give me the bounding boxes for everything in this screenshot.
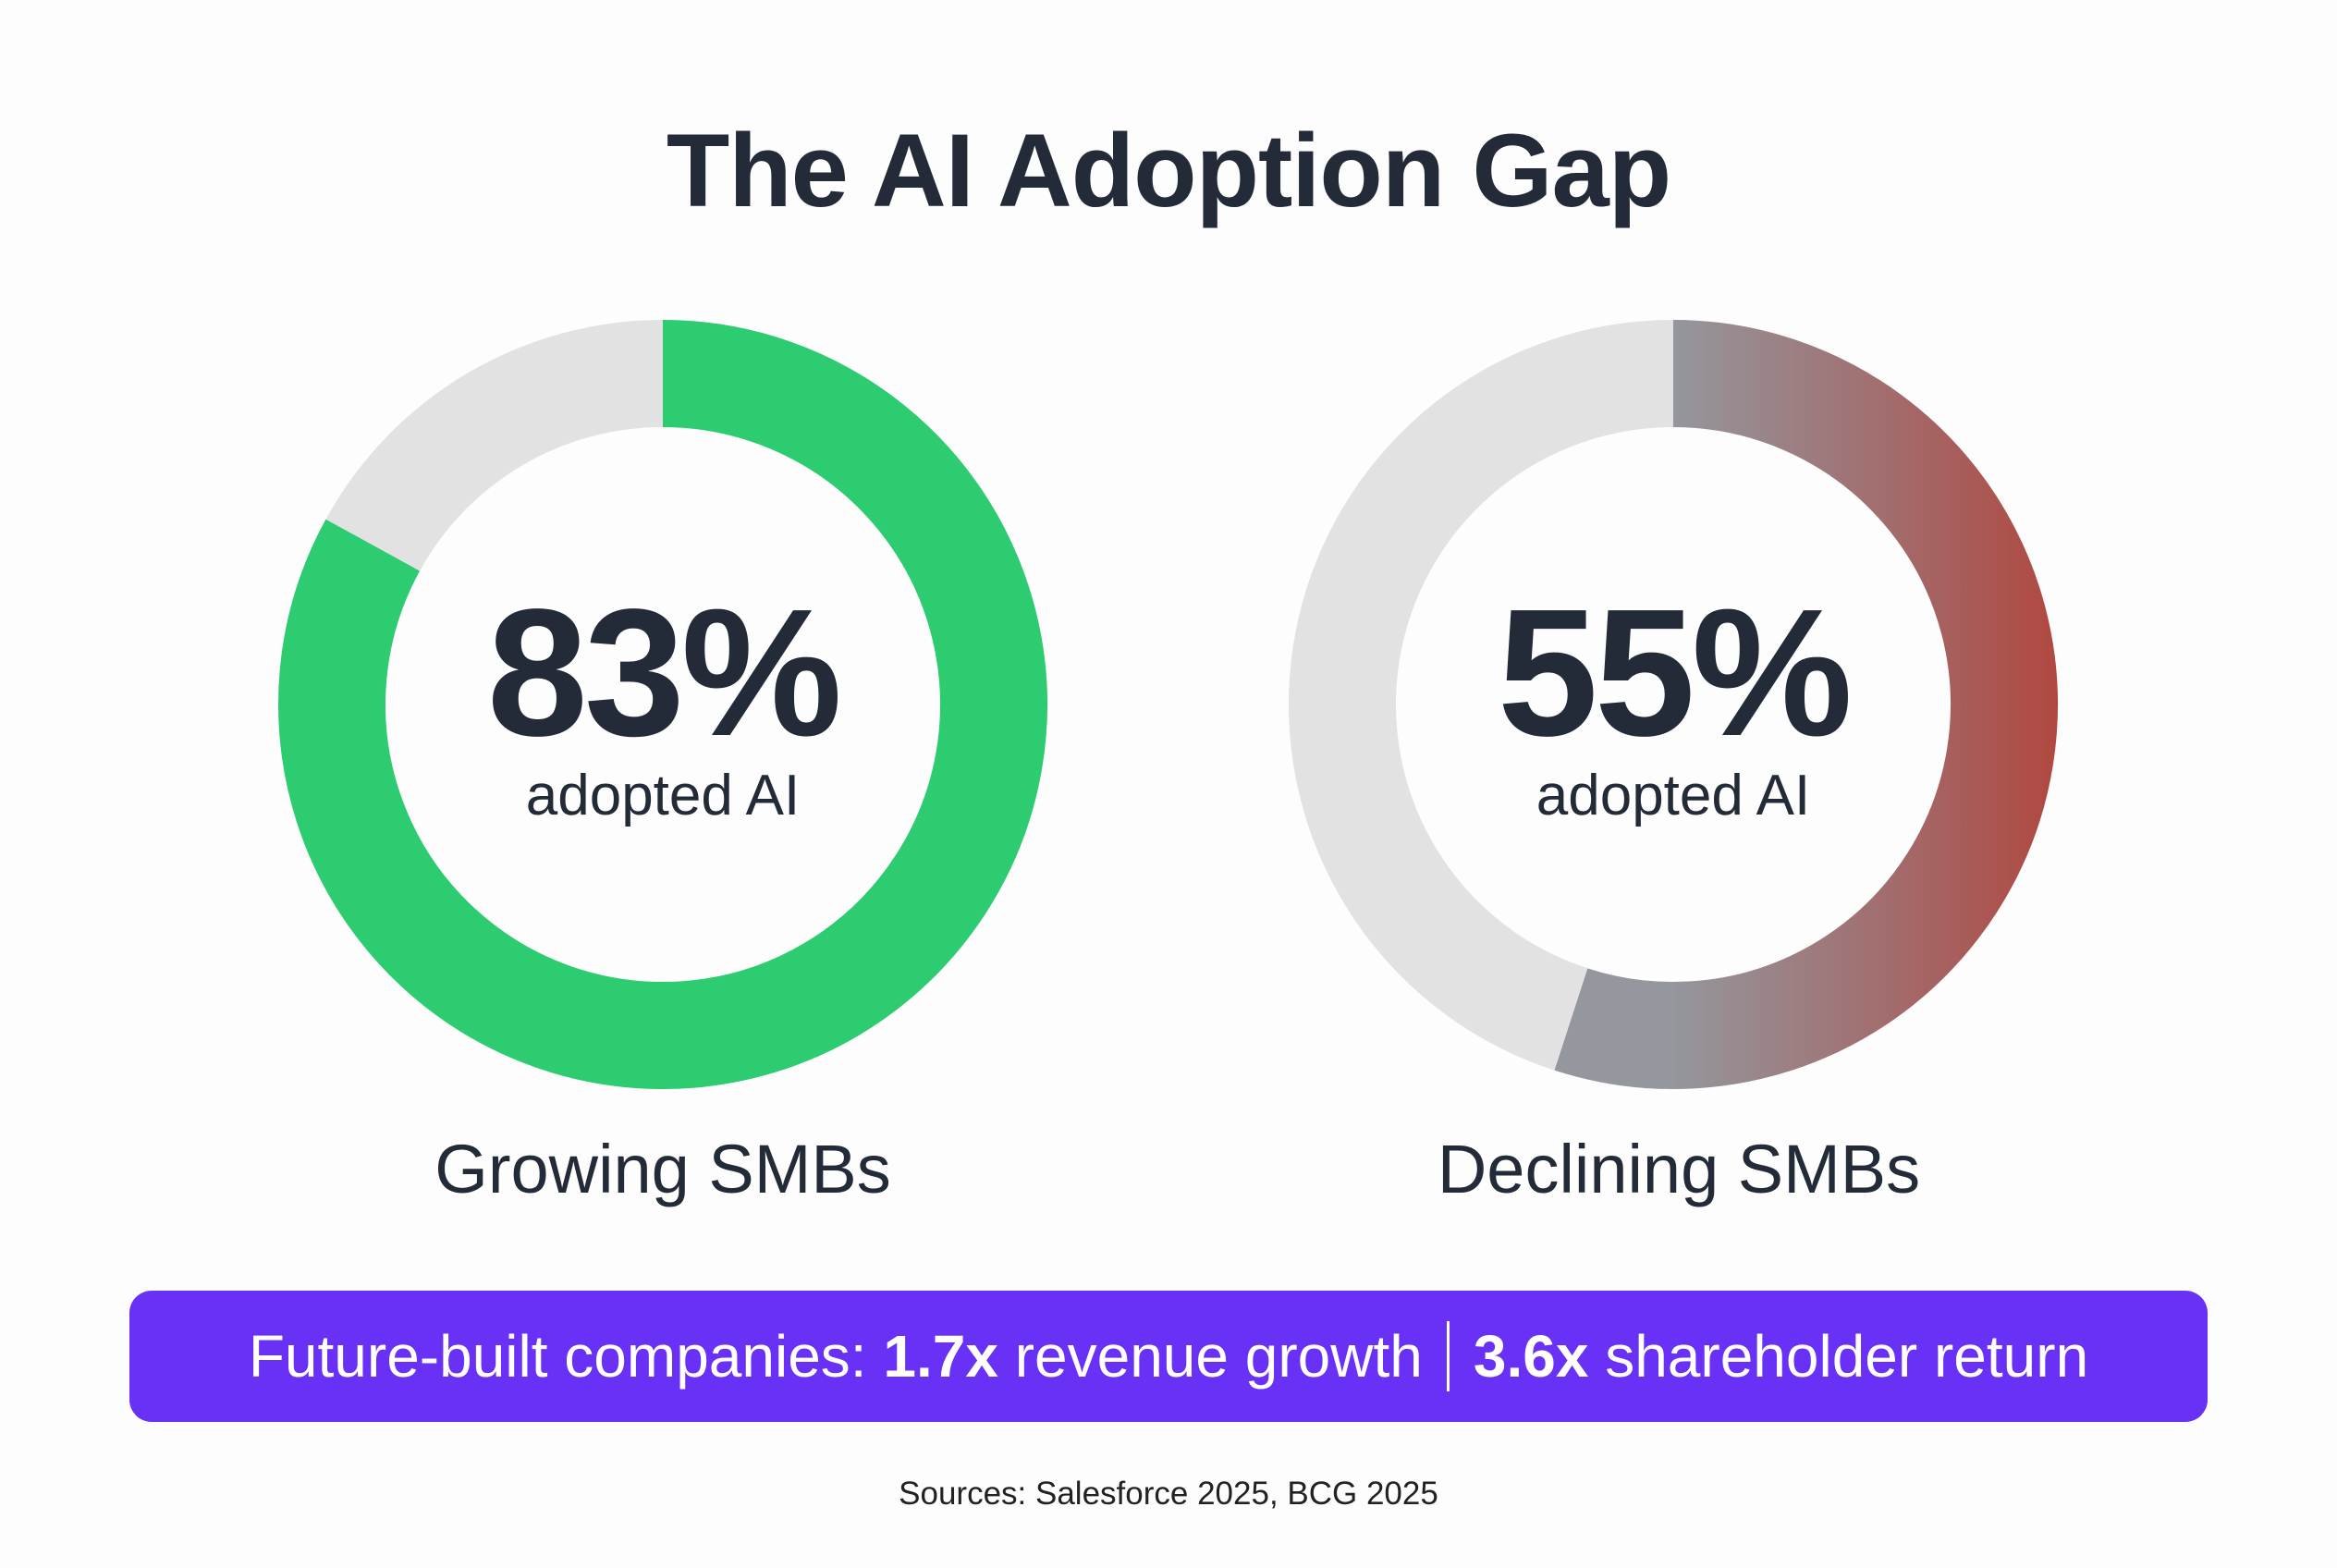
- donut-segment-adopted: [278, 320, 1047, 1089]
- donut-segment-adopted: [1554, 320, 2058, 1089]
- banner-stat-revenue: 1.7x: [883, 1323, 998, 1390]
- banner-divider: [1446, 1321, 1450, 1391]
- declining-caption: adopted AI: [1536, 764, 1811, 827]
- declining-percent: 55%: [1497, 571, 1853, 774]
- banner-stat-shareholder: 3.6x: [1473, 1323, 1589, 1390]
- declining-label: Declining SMBs: [1437, 1131, 1921, 1207]
- donut-growing: [278, 320, 1047, 1089]
- donut-declining: [1289, 320, 2058, 1089]
- growing-caption: adopted AI: [525, 764, 801, 827]
- donut-segment-remaining: [1289, 320, 1674, 1071]
- growing-percent: 83%: [486, 571, 842, 774]
- banner-prefix: Future-built companies:: [248, 1323, 884, 1390]
- banner-text-revenue: revenue growth: [997, 1323, 1423, 1390]
- banner-text-shareholder: shareholder return: [1588, 1323, 2089, 1390]
- donut-segment-remaining: [325, 320, 664, 572]
- growing-label: Growing SMBs: [434, 1131, 891, 1207]
- sources-note: Sources: Salesforce 2025, BCG 2025: [899, 1476, 1438, 1512]
- summary-banner: Future-built companies: 1.7x revenue gro…: [129, 1291, 2208, 1422]
- chart-title: The AI Adoption Gap: [666, 113, 1671, 228]
